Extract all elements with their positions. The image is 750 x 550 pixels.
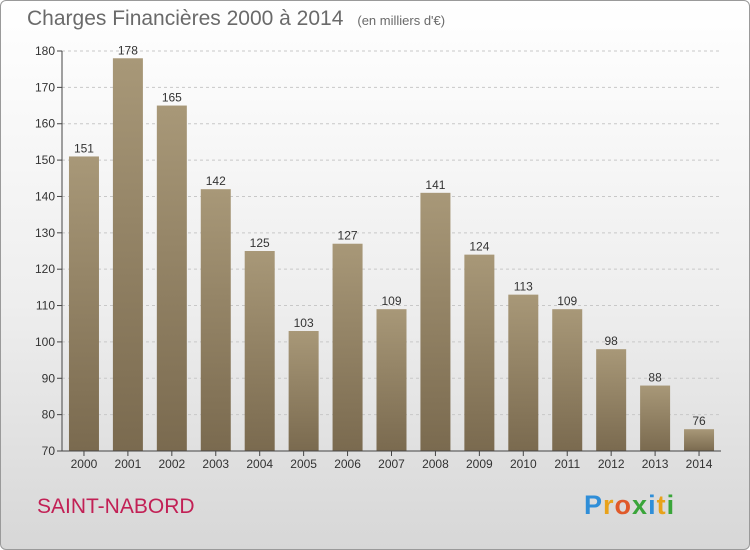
x-tick-label: 2000 bbox=[71, 457, 98, 471]
logo-letter: x bbox=[632, 490, 649, 520]
bar bbox=[640, 385, 671, 451]
y-tick-label: 120 bbox=[35, 262, 55, 276]
y-tick-label: 140 bbox=[35, 189, 55, 203]
chart-unit: (en milliers d'€) bbox=[357, 13, 446, 28]
x-tick-label: 2011 bbox=[554, 457, 580, 471]
bar-value-label: 88 bbox=[648, 371, 662, 385]
y-tick-label: 150 bbox=[35, 153, 55, 167]
logo-letter: i bbox=[666, 490, 676, 520]
bar bbox=[552, 309, 583, 451]
x-tick-label: 2013 bbox=[642, 457, 669, 471]
axes: 70 80 90 100 110 120 130 140 150 160 170 180 2000 200… bbox=[35, 44, 721, 471]
y-tick-label: 110 bbox=[36, 299, 55, 313]
logo-letter: i bbox=[648, 490, 657, 520]
bars: 151 178 165 142 125 103 127 109 141 124 113 109 98 88… bbox=[68, 43, 715, 452]
x-tick-label: 2001 bbox=[115, 457, 142, 471]
bar-value-label: 151 bbox=[74, 141, 94, 155]
x-tick-label: 2002 bbox=[158, 457, 185, 471]
y-tick-label: 170 bbox=[35, 80, 55, 94]
x-tick-label: 2003 bbox=[202, 457, 229, 471]
bar bbox=[68, 156, 99, 452]
bar bbox=[112, 58, 143, 451]
bar-value-label: 142 bbox=[206, 174, 226, 188]
x-tick-label: 2007 bbox=[378, 457, 405, 471]
y-tick-label: 70 bbox=[42, 444, 56, 458]
bar-value-label: 125 bbox=[250, 236, 270, 250]
chart-title: Charges Financières 2000 à 2014 (en milli… bbox=[27, 7, 445, 31]
bar bbox=[420, 192, 451, 451]
bar bbox=[596, 349, 627, 451]
x-tick-label: 2008 bbox=[422, 457, 449, 471]
logo-letter: r bbox=[603, 490, 615, 520]
logo-letter: P bbox=[584, 490, 604, 520]
place-name: SAINT-NABORD bbox=[37, 495, 195, 518]
x-tick-label: 2004 bbox=[246, 457, 273, 471]
x-tick-label: 2005 bbox=[290, 457, 317, 471]
y-tick-label: 80 bbox=[42, 408, 56, 422]
chart-title-text: Charges Financières 2000 à 2014 bbox=[27, 7, 344, 30]
bar-value-label: 76 bbox=[692, 414, 706, 428]
bar bbox=[508, 294, 539, 451]
bar bbox=[200, 189, 231, 451]
y-tick-label: 160 bbox=[35, 117, 55, 131]
bar-value-label: 103 bbox=[294, 316, 314, 330]
x-tick-label: 2006 bbox=[334, 457, 361, 471]
x-tick-label: 2009 bbox=[466, 457, 493, 471]
bar-value-label: 98 bbox=[604, 334, 618, 348]
bar-value-label: 109 bbox=[381, 294, 401, 308]
y-tick-label: 130 bbox=[35, 226, 55, 240]
x-tick-label: 2012 bbox=[598, 457, 625, 471]
bar-value-label: 124 bbox=[469, 240, 489, 254]
bar-value-label: 141 bbox=[425, 178, 445, 192]
bar-value-label: 165 bbox=[162, 91, 182, 105]
bar-value-label: 178 bbox=[118, 43, 138, 57]
bar-value-label: 127 bbox=[338, 229, 358, 243]
bar bbox=[332, 243, 363, 451]
y-tick-label: 180 bbox=[35, 44, 55, 58]
logo-letter: t bbox=[656, 490, 667, 520]
x-tick-label: 2014 bbox=[686, 457, 713, 471]
bar bbox=[288, 331, 319, 451]
bar-value-label: 109 bbox=[557, 294, 577, 308]
bar bbox=[156, 105, 187, 451]
y-tick-label: 90 bbox=[42, 371, 56, 385]
proxiti-logo: Proxiti bbox=[584, 490, 675, 521]
bar bbox=[464, 254, 495, 451]
bar bbox=[376, 309, 407, 451]
bar-value-label: 113 bbox=[514, 280, 533, 294]
bar bbox=[244, 251, 275, 451]
bar bbox=[684, 429, 715, 451]
logo-letter: o bbox=[614, 490, 633, 520]
y-tick-label: 100 bbox=[35, 335, 55, 349]
x-tick-label: 2010 bbox=[510, 457, 537, 471]
